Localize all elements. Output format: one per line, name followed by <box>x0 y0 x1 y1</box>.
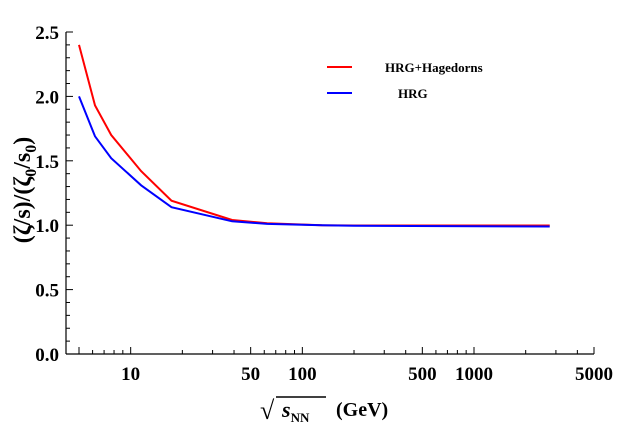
y-tick-label: 0.5 <box>35 281 59 302</box>
x-axis-variable: sNN <box>281 397 310 424</box>
y-axis-title: (ζ/s)/(ζ0/s0) <box>10 137 40 244</box>
x-tick-label: 100 <box>288 364 317 385</box>
x-tick-label: 500 <box>408 364 437 385</box>
radical-sign: √ <box>260 396 275 424</box>
series-group <box>78 44 550 228</box>
y-ticks: 0.0 0.5 1.0 1.5 2.0 2.5 <box>35 23 73 366</box>
axes-frame <box>65 32 594 355</box>
x-tick-label: 50 <box>241 364 260 385</box>
x-ticks: 10 50 100 500 1000 5000 <box>78 347 613 385</box>
y-tick-label: 2.5 <box>35 23 59 44</box>
y-tick-label: 2.0 <box>35 87 59 108</box>
legend: HRG+Hagedorns HRG <box>327 60 483 101</box>
legend-label: HRG+Hagedorns <box>385 60 483 75</box>
y-tick-label: 0.0 <box>35 345 59 366</box>
x-tick-label: 5000 <box>575 364 613 385</box>
y-tick-label: 1.5 <box>35 152 59 173</box>
x-axis-unit: (GeV) <box>336 399 388 421</box>
x-tick-label: 10 <box>121 364 140 385</box>
y-tick-label: 1.0 <box>35 216 59 237</box>
x-axis-title: √ sNN (GeV) <box>260 396 388 424</box>
series-line-hrg <box>78 96 550 228</box>
legend-label: HRG <box>398 86 428 101</box>
x-tick-label: 1000 <box>455 364 493 385</box>
